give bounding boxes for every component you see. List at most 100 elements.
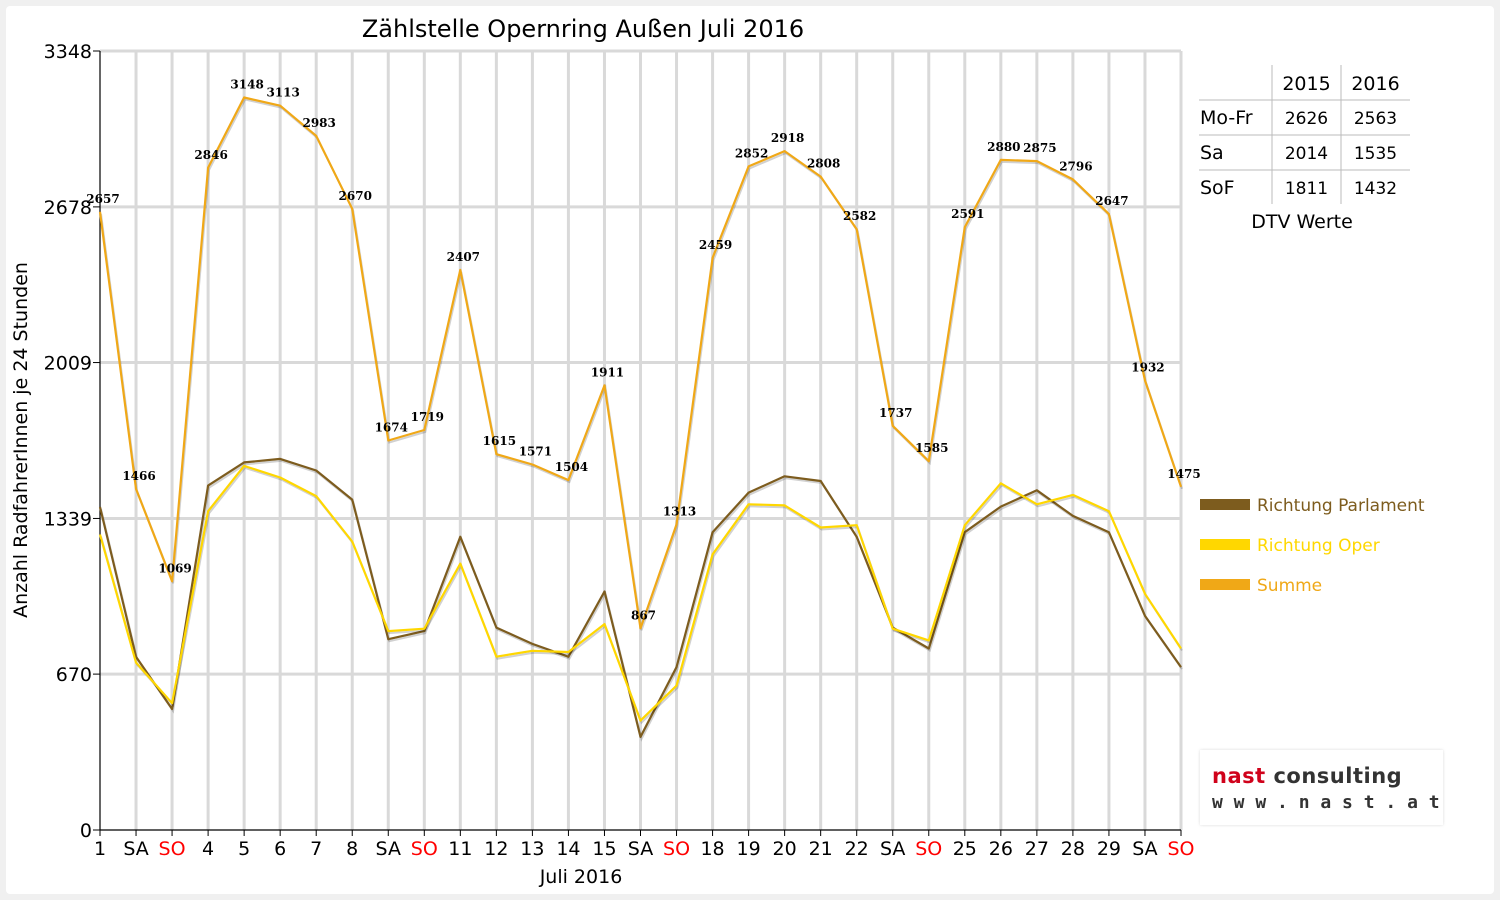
x-tick-label: 4 bbox=[202, 838, 214, 860]
dtv-header: 2015 bbox=[1282, 73, 1330, 95]
data-label: 2983 bbox=[302, 116, 335, 130]
x-tick-label: SA bbox=[1132, 838, 1157, 860]
data-label: 1571 bbox=[519, 444, 552, 458]
x-tick-label: 26 bbox=[989, 838, 1013, 860]
data-label: 2846 bbox=[194, 148, 227, 162]
y-tick-label: 2678 bbox=[44, 197, 92, 219]
data-label: 1911 bbox=[591, 365, 624, 379]
dtv-cell: 2563 bbox=[1354, 109, 1397, 129]
data-label: 1719 bbox=[411, 410, 444, 424]
chart-title: Zählstelle Opernring Außen Juli 2016 bbox=[362, 15, 804, 43]
axes: 0 670 1339 2009 2678 3348 1 SA SO 4 5 6 7 8 SA SO 11 12 13… bbox=[44, 41, 1195, 860]
nast-consulting-logo: nast consulting w w w . n a s t . a t bbox=[1200, 750, 1443, 825]
x-tick-label: 18 bbox=[700, 838, 724, 860]
legend-label: Richtung Oper bbox=[1257, 536, 1380, 556]
logo-name-part1: nast bbox=[1212, 764, 1266, 788]
y-tick-label: 1339 bbox=[44, 508, 92, 530]
data-label: 1674 bbox=[375, 421, 408, 435]
data-label: 867 bbox=[631, 608, 656, 622]
x-tick-label: 27 bbox=[1025, 838, 1049, 860]
x-tick-label: 8 bbox=[346, 838, 358, 860]
x-tick-label: 22 bbox=[845, 838, 869, 860]
data-label: 1585 bbox=[915, 441, 948, 455]
logo-url: w w w . n a s t . a t bbox=[1212, 792, 1440, 813]
series-shadow-richtung-parlament bbox=[100, 459, 1183, 742]
dtv-row-label: Mo-Fr bbox=[1200, 107, 1253, 129]
data-label: 2875 bbox=[1023, 141, 1056, 155]
data-label: 2918 bbox=[771, 131, 804, 145]
x-tick-label: SA bbox=[376, 838, 401, 860]
dtv-header: 2016 bbox=[1351, 73, 1399, 95]
x-tick-label: 7 bbox=[310, 838, 322, 860]
x-tick-label: 14 bbox=[556, 838, 580, 860]
data-label: 2407 bbox=[447, 250, 480, 264]
x-tick-label: 20 bbox=[773, 838, 797, 860]
legend: Richtung Parlament Richtung Oper Summe bbox=[1200, 496, 1425, 596]
data-label: 2591 bbox=[951, 207, 984, 221]
data-label: 2647 bbox=[1095, 194, 1128, 208]
x-tick-label: 5 bbox=[238, 838, 250, 860]
data-label: 1069 bbox=[158, 561, 191, 575]
x-tick-label: 19 bbox=[737, 838, 761, 860]
x-tick-label: 1 bbox=[94, 838, 106, 860]
dtv-row-label: Sa bbox=[1200, 142, 1224, 164]
x-tick-label: SA bbox=[628, 838, 653, 860]
data-label: 1475 bbox=[1167, 467, 1200, 481]
data-label: 3113 bbox=[266, 86, 299, 100]
x-tick-label: 25 bbox=[953, 838, 977, 860]
series-lines bbox=[98, 96, 1183, 742]
series-line-summe bbox=[98, 96, 1183, 630]
x-tick-label: 29 bbox=[1097, 838, 1121, 860]
series-shadow-richtung-oper bbox=[100, 466, 1183, 725]
data-label: 1932 bbox=[1131, 360, 1164, 374]
legend-label: Richtung Parlament bbox=[1257, 496, 1425, 516]
legend-label: Summe bbox=[1257, 576, 1322, 596]
data-label: 1313 bbox=[663, 504, 696, 518]
legend-swatch bbox=[1200, 499, 1250, 510]
data-label: 2852 bbox=[735, 146, 768, 160]
dtv-cell: 1432 bbox=[1354, 179, 1397, 199]
series-line-richtung-oper bbox=[98, 464, 1182, 722]
data-label: 2808 bbox=[807, 157, 840, 171]
y-tick-label: 0 bbox=[80, 820, 92, 842]
x-axis-label: Juli 2016 bbox=[539, 866, 623, 888]
dtv-row-label: SoF bbox=[1200, 177, 1235, 199]
x-tick-label: 12 bbox=[484, 838, 508, 860]
data-label: 1737 bbox=[879, 406, 912, 420]
x-tick-label: 21 bbox=[809, 838, 833, 860]
dtv-table: 2015 2016 Mo-Fr 2626 2563 Sa 2014 1535 SoF 1811 14… bbox=[1199, 65, 1410, 233]
data-label: 2657 bbox=[86, 192, 119, 206]
x-tick-label: SA bbox=[123, 838, 148, 860]
x-tick-label: 28 bbox=[1061, 838, 1085, 860]
data-label: 2796 bbox=[1059, 159, 1092, 173]
x-tick-label: SO bbox=[411, 838, 438, 860]
logo-name-part2: consulting bbox=[1265, 764, 1403, 788]
dtv-cell: 1535 bbox=[1354, 144, 1397, 164]
x-tick-label: SA bbox=[880, 838, 905, 860]
series-line-richtung-parlament bbox=[98, 457, 1182, 739]
data-label: 1466 bbox=[122, 469, 155, 483]
x-tick-label: 11 bbox=[448, 838, 472, 860]
x-tick-label: 6 bbox=[274, 838, 286, 860]
legend-swatch bbox=[1200, 539, 1250, 550]
x-tick-label: SO bbox=[915, 838, 942, 860]
data-label: 1504 bbox=[555, 460, 588, 474]
x-tick-label: SO bbox=[159, 838, 186, 860]
y-tick-label: 670 bbox=[56, 664, 92, 686]
dtv-cell: 2626 bbox=[1285, 109, 1328, 129]
x-tick-label: SO bbox=[1167, 838, 1194, 860]
dtv-cell: 2014 bbox=[1285, 144, 1328, 164]
x-tick-label: 15 bbox=[592, 838, 616, 860]
data-label: 2670 bbox=[339, 189, 372, 203]
gridlines bbox=[100, 49, 1183, 830]
legend-swatch bbox=[1200, 579, 1250, 590]
y-tick-label: 3348 bbox=[44, 41, 92, 63]
y-tick-label: 2009 bbox=[44, 353, 92, 375]
logo-name: nast consulting bbox=[1212, 764, 1402, 788]
data-label: 2459 bbox=[699, 238, 732, 252]
data-label: 3148 bbox=[230, 78, 263, 92]
data-label: 2582 bbox=[843, 209, 876, 223]
dtv-caption: DTV Werte bbox=[1251, 211, 1353, 233]
y-axis-label: Anzahl RadfahrerInnen je 24 Stunden bbox=[10, 262, 32, 618]
